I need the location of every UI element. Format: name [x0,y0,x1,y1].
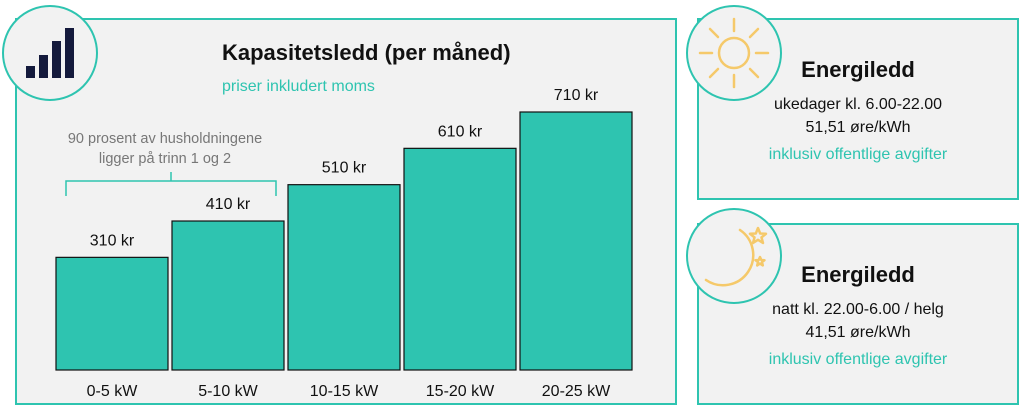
annotation-line-1: 90 prosent av husholdningene [67,131,263,147]
bar [171,220,285,371]
category-label: 15-20 kW [426,383,495,400]
chart-title: Kapasitetsledd (per måned) [222,40,511,65]
sun-icon-badge [686,5,782,101]
bar [287,184,401,371]
category-label: 10-15 kW [310,383,379,400]
category-label: 20-25 kW [542,383,611,400]
bar-value-label: 710 kr [554,87,599,104]
card-price: 51,51 øre/kWh [805,119,911,136]
card-time-range: natt kl. 22.00-6.00 / helg [772,301,944,318]
moon-stars-icon [704,226,768,287]
bar [519,111,633,371]
card-note: inklusiv offentlige avgifter [768,146,948,163]
category-label: 0-5 kW [87,383,139,400]
annotation-bracket [65,172,277,196]
card-price: 41,51 øre/kWh [805,324,911,341]
bar [55,256,169,371]
card-title: Energiledd [801,262,915,287]
bar [403,147,517,371]
bar-chart-icon [26,28,74,78]
card-title: Energiledd [801,57,915,82]
moon-icon-badge [686,208,782,304]
bar-chart-icon-badge [2,5,98,101]
card-note: inklusiv offentlige avgifter [768,351,948,368]
chart-subtitle: priser inkludert moms [222,78,375,95]
category-label: 5-10 kW [198,383,258,400]
sun-icon [698,17,770,89]
bar-value-label: 610 kr [438,123,483,140]
chart-annotation: 90 prosent av husholdningene ligger på t… [40,129,290,169]
bar-value-label: 410 kr [206,196,251,213]
bar-value-label: 310 kr [90,232,135,249]
annotation-line-2: ligger på trinn 1 og 2 [98,151,232,167]
bar-value-label: 510 kr [322,160,367,177]
card-time-range: ukedager kl. 6.00-22.00 [773,96,943,113]
